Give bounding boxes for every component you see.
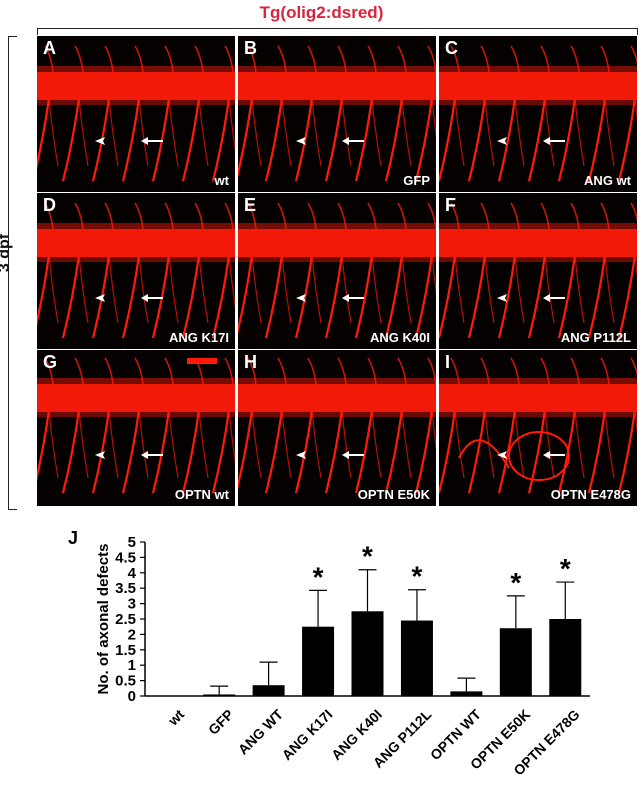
panel-letter: A: [43, 38, 56, 58]
panel-letter: B: [244, 38, 257, 58]
spinal-cord-image: [439, 45, 637, 182]
bar: [499, 628, 532, 696]
panel-condition-label: ANG P112L: [560, 330, 631, 345]
panel-letter: F: [445, 195, 456, 215]
y-tick-label: 3: [128, 596, 136, 613]
panel-letter: H: [244, 352, 257, 372]
figure-title: Tg(olig2:dsred): [259, 3, 384, 22]
panel-letter: E: [244, 195, 257, 215]
spinal-cord-image: [37, 202, 235, 339]
y-tick-label: 4.5: [115, 549, 136, 566]
y-tick-label: 1.5: [115, 642, 136, 659]
bar: [252, 685, 285, 696]
micrograph-panel-g: G OPTN wt: [37, 350, 235, 506]
y-tick-label: 1: [128, 657, 136, 674]
spinal-cord-image: [238, 45, 436, 182]
panel-condition-label: ANG K40I: [370, 330, 430, 345]
y-tick-label: 3.5: [115, 580, 136, 597]
spinal-cord-image: [37, 45, 235, 182]
panel-condition-label: ANG wt: [584, 173, 631, 188]
y-tick-label: 2: [128, 626, 136, 643]
panel-letter: I: [445, 352, 451, 372]
panel-letter: G: [43, 352, 58, 372]
bar: [450, 691, 483, 696]
side-label: 3 dpf: [0, 233, 14, 272]
panel-condition-label: OPTN E478G: [550, 487, 631, 502]
panel-condition-label: OPTN wt: [174, 487, 229, 502]
y-tick-label: 0: [128, 688, 136, 705]
panel-letter: D: [43, 195, 56, 215]
panel-condition-label: ANG K17I: [169, 330, 229, 345]
y-axis-label: No. of axonal defects: [95, 544, 112, 695]
bar: [351, 611, 384, 696]
x-tick-label: ANG K17I: [279, 706, 336, 763]
micrograph-panel-h: H OPTN E50K: [238, 350, 436, 506]
x-tick-label: ANG WT: [235, 706, 287, 758]
micrograph-panel-f: F ANG P112L: [439, 193, 637, 349]
significance-marker: *: [411, 561, 422, 592]
panel-letter: C: [445, 38, 458, 58]
micrograph-panel-c: C ANG wt: [439, 36, 637, 192]
spinal-cord-image: [37, 357, 235, 494]
bar: [203, 694, 236, 696]
chart-panel-letter: J: [68, 528, 79, 548]
bar: [549, 619, 582, 696]
spinal-cord-image: [439, 202, 637, 339]
x-tick-label: wt: [164, 706, 187, 729]
significance-marker: *: [510, 567, 521, 598]
bar: [302, 626, 335, 696]
significance-marker: *: [313, 561, 324, 592]
y-tick-label: 2.5: [115, 611, 136, 628]
y-tick-label: 0.5: [115, 673, 136, 690]
y-tick-label: 4: [128, 565, 137, 582]
bar-chart: 00.511.522.533.544.55 No. of axonal defec…: [95, 534, 590, 779]
micrograph-panel-e: E ANG K40I: [238, 193, 436, 349]
spinal-cord-image: [439, 357, 637, 494]
micrograph-panel-i: I OPTN E478G: [439, 350, 637, 506]
spinal-cord-image: [238, 357, 436, 494]
panel-condition-label: OPTN E50K: [357, 487, 430, 502]
significance-marker: *: [560, 553, 571, 584]
spinal-cord-image: [238, 202, 436, 339]
micrograph-panel-d: D ANG K17I: [37, 193, 235, 349]
y-tick-label: 5: [128, 534, 136, 551]
micrograph-panel-b: B GFP: [238, 36, 436, 192]
panel-condition-label: GFP: [403, 173, 430, 188]
significance-marker: *: [362, 541, 373, 572]
x-tick-label: GFP: [205, 706, 237, 738]
panel-condition-label: wt: [214, 173, 229, 188]
left-bracket: [8, 36, 17, 510]
bar: [400, 620, 433, 696]
top-bracket: [37, 28, 638, 35]
